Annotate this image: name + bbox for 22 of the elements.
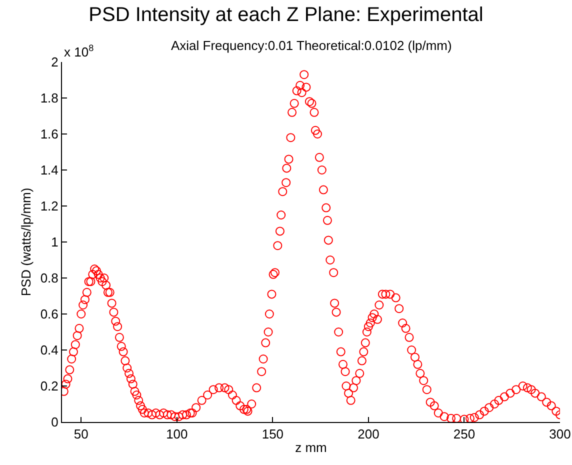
x-tick-label: 100 (166, 426, 188, 442)
y-tick-label: 0.4 (40, 342, 58, 358)
x-axis-title: z mm (295, 440, 327, 456)
text: x 10$^{8}$ (64, 43, 94, 60)
x-tick-label: 200 (358, 426, 380, 442)
chart-title: PSD Intensity at each Z Plane: Experimental (88, 4, 484, 26)
y-tick-label: 2 (51, 54, 58, 70)
y-axis-title: PSD (watts/lp/mm) (18, 188, 34, 296)
y-tick-label: 0 (51, 414, 58, 430)
y-tick-label: 1.4 (40, 162, 58, 178)
y-tick-label: 0.2 (40, 378, 58, 394)
y-tick-label: 1.6 (40, 126, 58, 142)
y-tick-label: 1.8 (40, 90, 58, 106)
y-tick-label: 0.8 (40, 270, 58, 286)
y-tick-label: 1.2 (40, 198, 58, 214)
x-tick-label: 250 (453, 426, 476, 442)
x-tick-label: 50 (74, 426, 88, 442)
x-tick-label: 300 (549, 426, 571, 442)
x-tick-label: 150 (262, 426, 284, 442)
y-tick-label: 0.6 (40, 306, 58, 322)
y-tick-label: 1 (51, 234, 58, 250)
chart-subtitle: Axial Frequency:0.01 Theoretical:0.0102 (lp/mm) (171, 38, 452, 53)
